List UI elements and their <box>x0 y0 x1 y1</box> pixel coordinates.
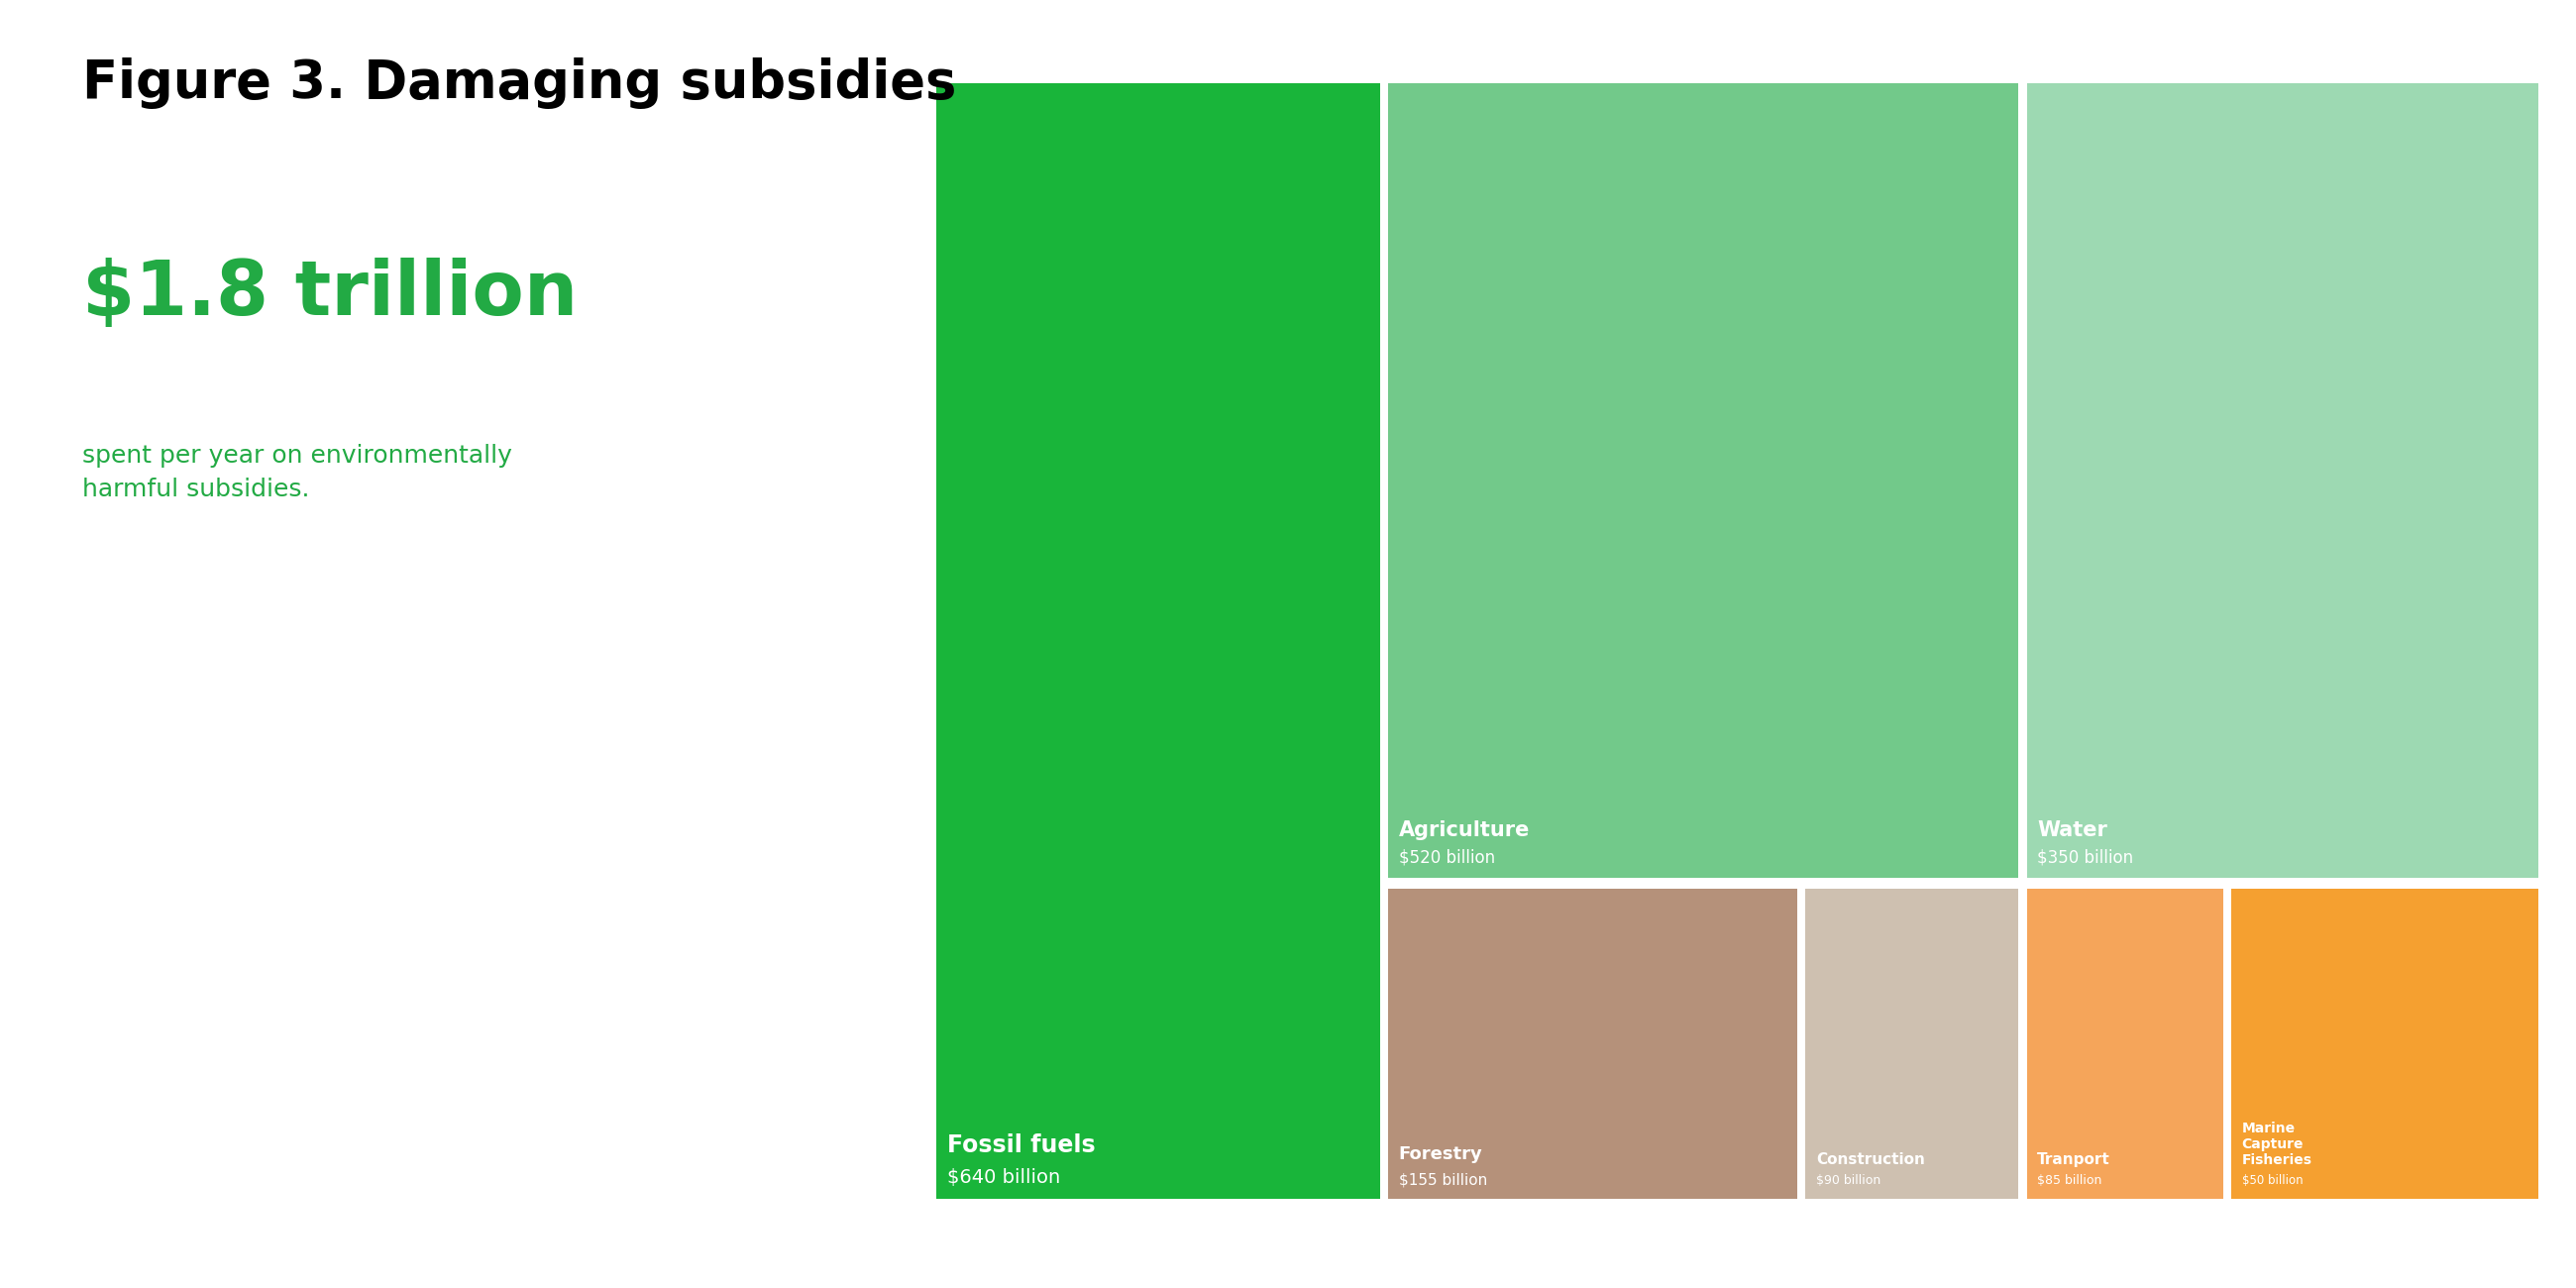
Bar <box>2027 82 2537 877</box>
Text: $520 billion: $520 billion <box>1399 849 1494 866</box>
Text: $50 billion: $50 billion <box>2241 1175 2303 1188</box>
Text: Agriculture: Agriculture <box>1399 820 1530 840</box>
Bar <box>2027 889 2223 1199</box>
Text: $155 billion: $155 billion <box>1399 1172 1486 1188</box>
Text: $90 billion: $90 billion <box>1816 1175 1880 1188</box>
Text: Fossil fuels: Fossil fuels <box>948 1133 1095 1158</box>
Text: $350 billion: $350 billion <box>2038 849 2133 866</box>
Bar <box>1388 82 2020 877</box>
Text: Water: Water <box>2038 820 2107 840</box>
Bar <box>1388 889 1798 1199</box>
Text: Forestry: Forestry <box>1399 1145 1481 1163</box>
Bar <box>2231 889 2537 1199</box>
Text: spent per year on environmentally
harmful subsidies.: spent per year on environmentally harmfu… <box>82 444 513 501</box>
Text: $1.8 trillion: $1.8 trillion <box>82 258 577 331</box>
Text: $640 billion: $640 billion <box>948 1168 1061 1188</box>
Text: Construction: Construction <box>1816 1151 1924 1167</box>
Text: Figure 3. Damaging subsidies: Figure 3. Damaging subsidies <box>82 58 956 109</box>
Text: $85 billion: $85 billion <box>2038 1175 2102 1188</box>
Bar <box>1806 889 2020 1199</box>
Bar <box>938 82 1381 1199</box>
Text: Marine
Capture
Fisheries: Marine Capture Fisheries <box>2241 1122 2313 1167</box>
Text: Tranport: Tranport <box>2038 1151 2110 1167</box>
